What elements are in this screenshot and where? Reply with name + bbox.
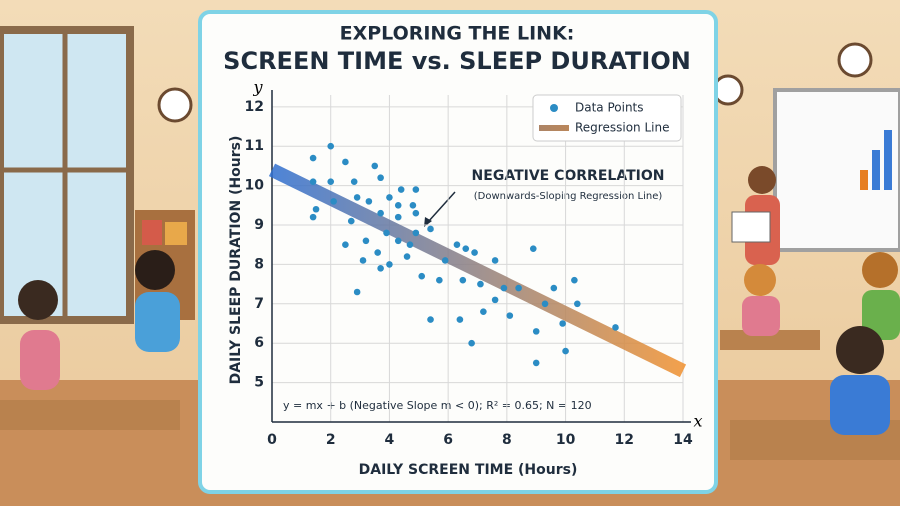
data-point xyxy=(491,257,499,264)
data-point xyxy=(412,209,420,217)
data-point xyxy=(330,198,337,205)
data-point xyxy=(327,142,335,150)
data-point xyxy=(394,213,402,221)
y-axis-letter: y xyxy=(252,78,263,97)
data-point xyxy=(312,205,320,213)
data-point xyxy=(471,249,478,256)
data-point xyxy=(500,284,508,292)
data-point xyxy=(406,241,414,249)
data-point xyxy=(559,320,566,327)
x-tick-label: 6 xyxy=(443,432,453,448)
data-point xyxy=(427,316,434,323)
data-point xyxy=(412,186,420,193)
annotation: NEGATIVE CORRELATION xyxy=(472,168,665,184)
data-point xyxy=(612,324,619,331)
data-point xyxy=(377,209,384,217)
x-tick-label: 8 xyxy=(502,432,512,448)
data-point xyxy=(532,328,540,335)
chart-subtitle: SCREEN TIME vs. SLEEP DURATION xyxy=(223,47,691,75)
data-point xyxy=(459,276,467,284)
data-point xyxy=(418,272,426,280)
data-point xyxy=(412,229,420,237)
data-point xyxy=(506,312,514,319)
data-point xyxy=(377,174,384,182)
legend: Data Points Regression Line xyxy=(532,94,682,142)
y-axis-label: DAILY SLEEP DURATION (Hours) xyxy=(228,136,244,385)
data-point xyxy=(515,284,522,292)
x-tick-label: 2 xyxy=(326,432,336,448)
x-tick-label: 4 xyxy=(385,432,395,448)
data-point xyxy=(427,225,434,233)
data-point xyxy=(342,241,349,249)
data-point xyxy=(386,194,393,201)
data-point xyxy=(453,241,461,249)
chart-title: EXPLORING THE LINK: xyxy=(340,23,575,45)
data-point xyxy=(383,229,390,237)
legend-box xyxy=(532,94,682,142)
x-axis-label: DAILY SCREEN TIME (Hours) xyxy=(359,462,578,478)
data-point xyxy=(456,316,464,323)
legend-label: Regression Line xyxy=(575,121,669,135)
data-point xyxy=(436,276,443,284)
annotation-arrowhead xyxy=(424,217,432,227)
data-point xyxy=(309,178,317,185)
data-point xyxy=(327,178,335,185)
data-point xyxy=(462,245,470,252)
legend-label: Data Points xyxy=(575,101,644,115)
data-point xyxy=(477,280,484,288)
x-tick-label: 0 xyxy=(267,432,277,448)
x-axis-letter: x xyxy=(693,412,702,431)
y-tick-label: 5 xyxy=(254,375,264,391)
y-tick-label: 11 xyxy=(245,138,264,154)
data-point xyxy=(397,186,405,193)
data-point xyxy=(359,257,367,264)
data-point xyxy=(309,213,317,221)
data-point xyxy=(365,198,373,205)
data-point xyxy=(377,265,384,272)
annotation-sub: (Downwards-Sloping Regression Line) xyxy=(474,191,663,202)
data-point xyxy=(362,237,370,245)
data-point xyxy=(541,300,549,308)
y-tick-label: 9 xyxy=(254,217,264,233)
data-point xyxy=(403,253,411,260)
data-point xyxy=(309,154,317,162)
data-point xyxy=(371,162,379,170)
annotation-arrow xyxy=(427,191,456,223)
data-point xyxy=(441,257,449,264)
plot-area: 5 6 7 8 9 10 11 12 0 2 4 6 8 10 12 14 xyxy=(245,90,693,448)
data-point xyxy=(394,237,402,245)
y-tick-label: 6 xyxy=(254,335,264,351)
data-point xyxy=(347,217,355,225)
legend-swatch xyxy=(539,125,569,131)
y-tick-label: 7 xyxy=(254,296,264,312)
legend-swatch xyxy=(550,104,558,112)
data-point xyxy=(468,339,475,347)
x-tick-label: 14 xyxy=(673,432,693,448)
data-point xyxy=(532,359,540,367)
x-tick-label: 12 xyxy=(615,432,634,448)
regression-line xyxy=(268,163,687,378)
data-point xyxy=(386,261,393,268)
data-point xyxy=(550,284,558,292)
data-point xyxy=(480,308,487,315)
data-point xyxy=(350,178,358,185)
data-point xyxy=(353,194,361,201)
data-point xyxy=(574,300,581,308)
data-point xyxy=(394,202,402,209)
data-point xyxy=(491,296,499,304)
y-tick-label: 12 xyxy=(245,99,264,115)
y-tick-label: 10 xyxy=(245,178,265,194)
data-point xyxy=(571,276,578,284)
data-point xyxy=(374,249,381,256)
y-tick-label: 8 xyxy=(254,256,264,272)
data-point xyxy=(562,347,569,355)
data-point xyxy=(342,158,349,166)
data-point xyxy=(409,202,417,209)
equation: y = mx + b (Negative Slope m < 0); R² = … xyxy=(283,399,592,412)
x-tick-label: 10 xyxy=(556,432,576,448)
data-point xyxy=(353,288,361,296)
chart-board xyxy=(198,10,718,494)
data-point xyxy=(529,245,537,252)
